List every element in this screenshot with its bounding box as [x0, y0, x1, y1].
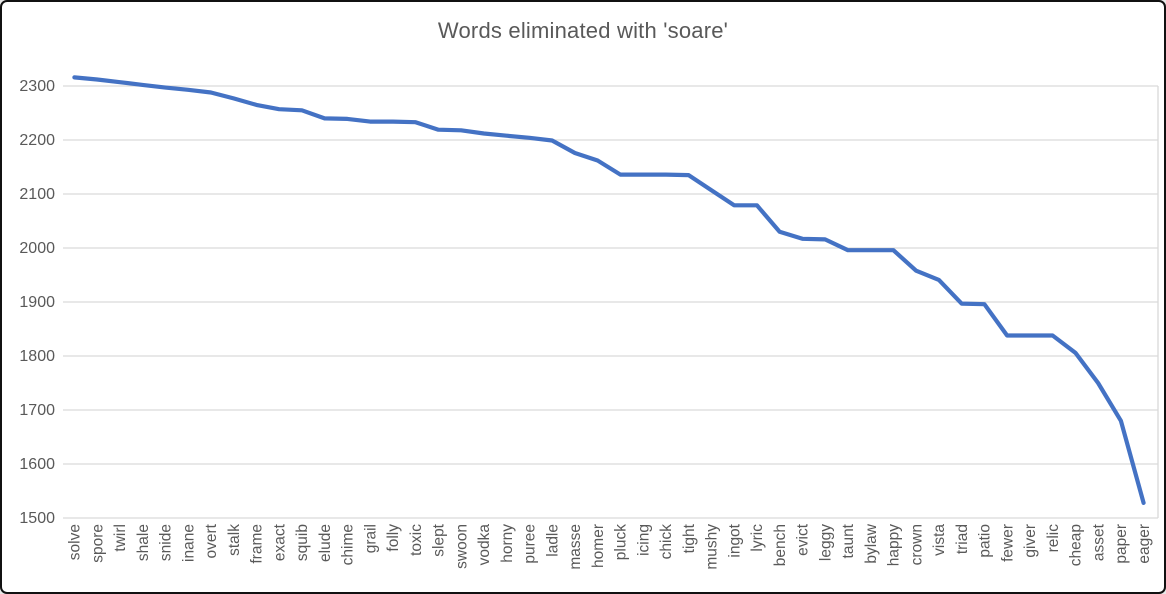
y-axis-tick-label: 2100: [19, 186, 55, 203]
x-axis-tick-label: homer: [590, 524, 607, 568]
x-axis-tick-label: grail: [362, 524, 379, 553]
x-axis-tick-label: frame: [249, 524, 266, 564]
x-axis-tick-label: cheap: [1068, 524, 1085, 566]
x-axis-tick-label: bylaw: [863, 523, 880, 563]
x-axis-tick-label: evict: [795, 523, 812, 556]
x-axis-tick-label: slept: [431, 523, 448, 556]
x-axis-tick-label: twirl: [112, 524, 129, 552]
series-line-words-eliminated: [72, 75, 1146, 505]
x-axis-tick-label: puree: [522, 524, 539, 564]
x-axis-tick-label: solve: [67, 524, 84, 560]
x-axis-tick-label: happy: [886, 524, 903, 566]
x-axis-tick-label: masse: [567, 524, 584, 570]
chart-title: Words eliminated with 'soare': [437, 18, 729, 43]
x-axis-tick-label: chick: [658, 524, 675, 560]
y-axis-tick-label: 1800: [19, 348, 55, 365]
x-axis-tick-label: squib: [294, 524, 311, 561]
x-axis-tick-label: giver: [1022, 524, 1039, 558]
x-axis-tick-label: vodka: [476, 524, 493, 566]
x-axis-tick-label: elude: [317, 524, 334, 562]
y-axis-tick-label: 1600: [19, 456, 55, 473]
y-axis-tick-label: 2000: [19, 240, 55, 257]
x-axis-tick-label: spore: [89, 524, 106, 563]
x-axis-tick-label: icing: [635, 524, 652, 556]
x-axis-tick-label: patio: [977, 524, 994, 558]
x-axis-tick-label: folly: [385, 524, 402, 552]
x-axis-tick-label: relic: [1045, 524, 1062, 553]
x-axis-tick-label: eager: [1136, 524, 1153, 564]
x-axis-tick-label: chime: [340, 524, 357, 565]
x-axis-tick-label: paper: [1113, 524, 1130, 564]
x-axis-tick-label: lyric: [749, 524, 766, 552]
x-axis-tick-label: swoon: [453, 524, 470, 569]
x-axis-tick-label: bench: [772, 524, 789, 566]
y-axis-tick-label: 2300: [19, 78, 55, 95]
x-axis-tick-label: asset: [1090, 523, 1107, 561]
y-axis-tick-label: 1500: [19, 510, 55, 527]
x-axis-tick-label: ingot: [726, 523, 743, 557]
x-axis-tick-label: shale: [135, 524, 152, 561]
x-axis-tick-label: crown: [908, 524, 925, 565]
x-axis-tick-label: overt: [203, 523, 220, 558]
x-axis-tick-label: taunt: [840, 523, 857, 558]
x-axis-tick-label: ladle: [544, 524, 561, 557]
x-axis-tick-label: leggy: [817, 524, 834, 561]
x-axis-tick-label: mushy: [704, 524, 721, 570]
x-axis-tick-label: tight: [681, 523, 698, 553]
x-axis-tick-label: snide: [158, 524, 175, 561]
x-axis-tick-label: vista: [931, 524, 948, 556]
x-axis-tick-label: fewer: [999, 524, 1016, 562]
x-axis-tick-label: horny: [499, 524, 516, 563]
x-axis-tick-label: exact: [271, 523, 288, 561]
x-axis-tick-label: inane: [180, 524, 197, 562]
x-axis-tick-label: pluck: [613, 524, 630, 560]
x-axis-tick-label: stalk: [226, 524, 243, 556]
y-axis-tick-label: 1700: [19, 402, 55, 419]
y-axis-tick-label: 1900: [19, 294, 55, 311]
x-axis-tick-label: triad: [954, 524, 971, 554]
y-axis-tick-label: 2200: [19, 132, 55, 149]
x-axis-tick-label: toxic: [408, 524, 425, 556]
